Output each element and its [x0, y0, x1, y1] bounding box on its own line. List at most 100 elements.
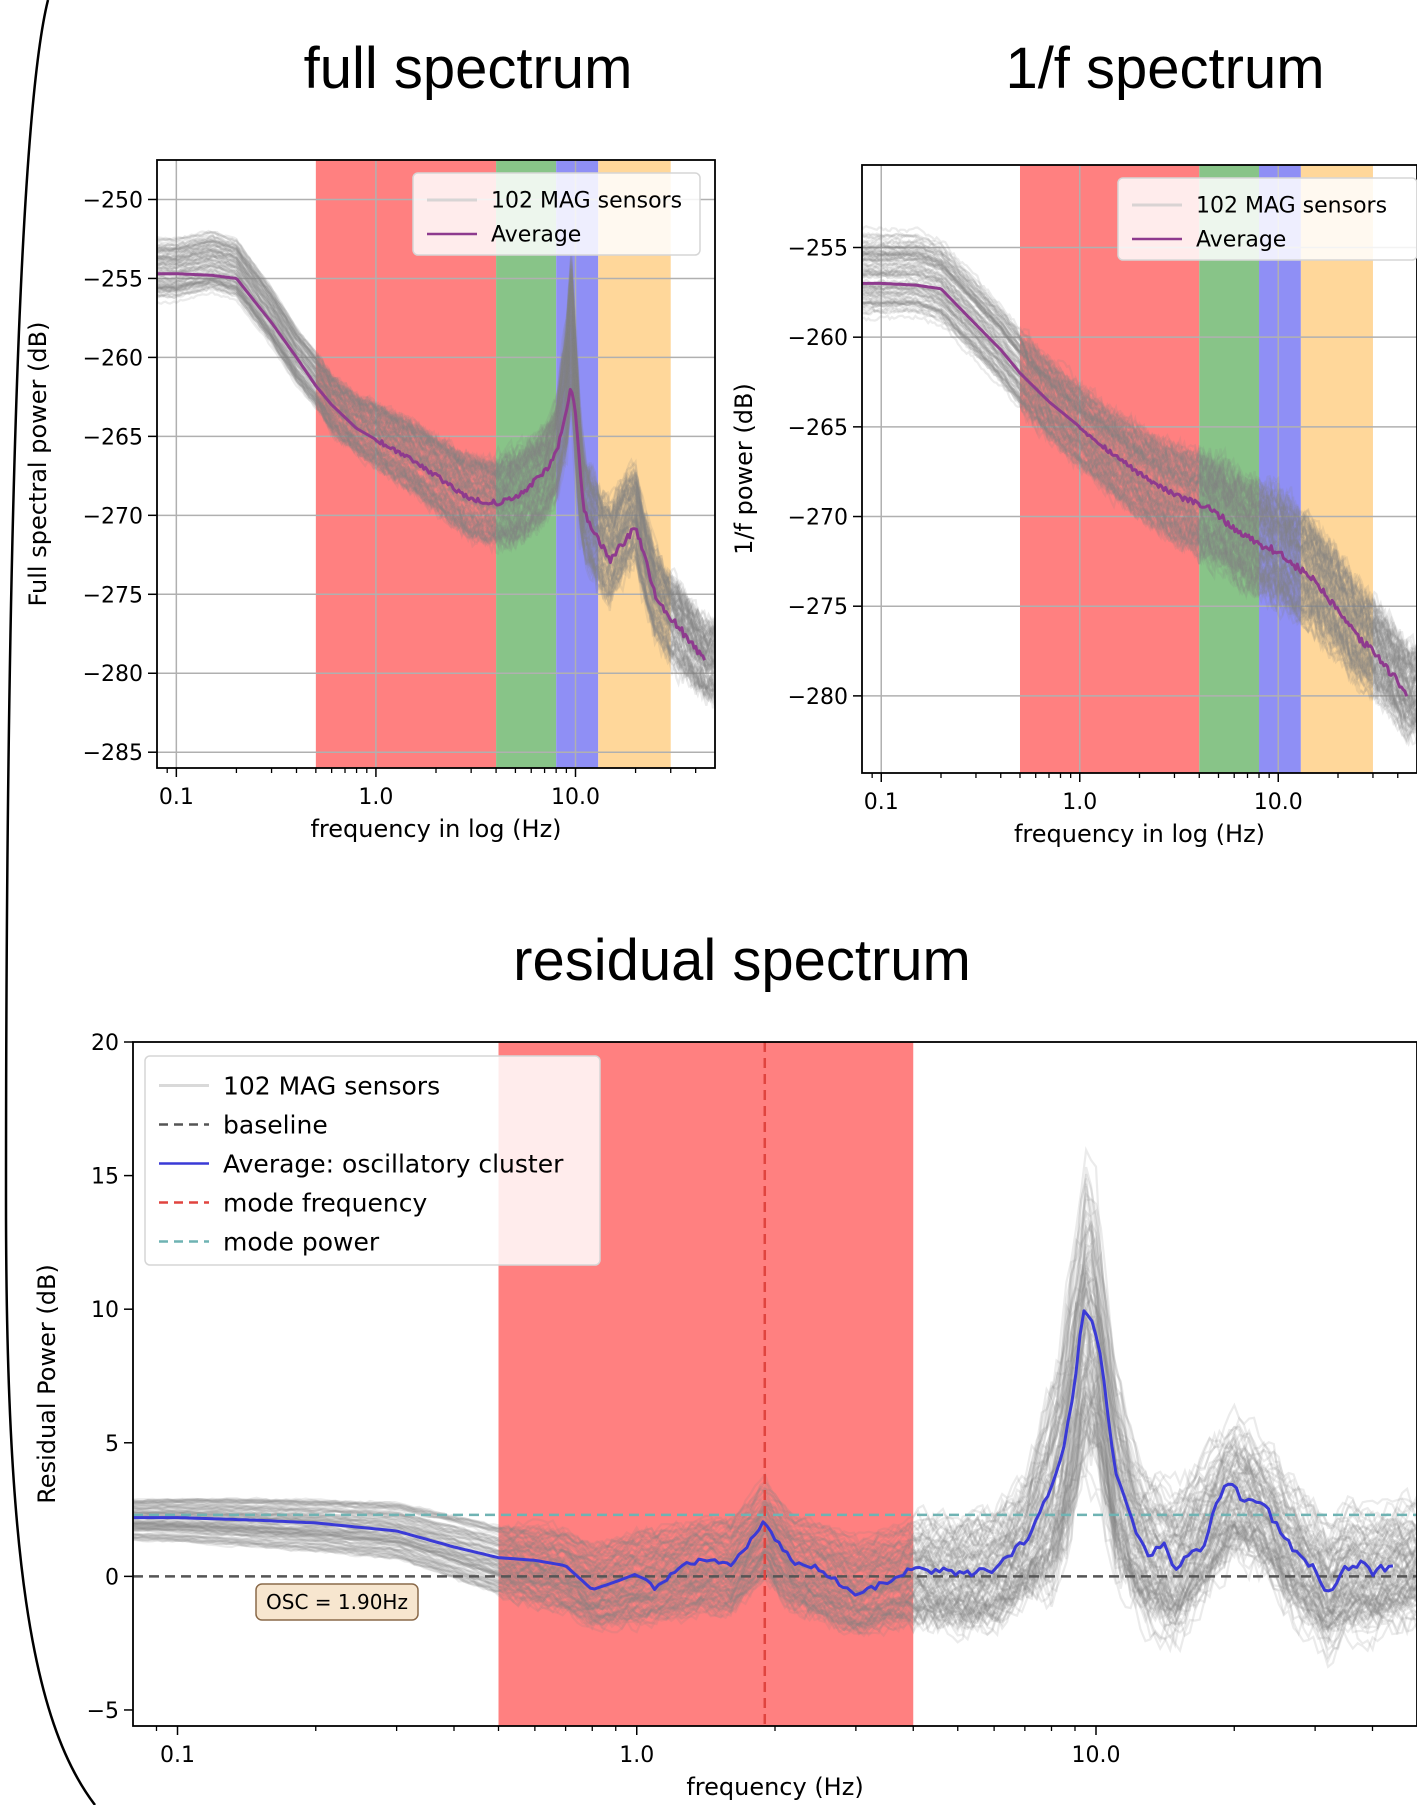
sensor-trace [133, 1362, 1417, 1616]
onef-sensor-traces [862, 224, 1417, 747]
sensor-trace [862, 283, 1417, 743]
sensor-trace [157, 253, 715, 654]
sensor-trace [862, 252, 1417, 685]
sensor-trace [157, 264, 715, 670]
sensor-trace [862, 249, 1417, 693]
sensor-trace [133, 1346, 1417, 1608]
sensor-trace [157, 285, 715, 691]
sensor-trace [157, 234, 715, 650]
full-x-tick-label: 1.0 [358, 785, 393, 810]
residual-y-tick-label: −5 [87, 1699, 119, 1724]
sensor-trace [862, 261, 1417, 674]
sensor-trace [862, 254, 1417, 674]
full-y-tick-label: −280 [83, 662, 143, 687]
sensor-trace [133, 1183, 1417, 1555]
sensor-trace [862, 299, 1417, 709]
sensor-trace [133, 1354, 1417, 1613]
sensor-trace [862, 271, 1417, 717]
full-y-tick-label: −285 [83, 741, 143, 766]
onef-y-axis-label: 1/f power (dB) [730, 383, 758, 555]
sensor-trace [862, 302, 1417, 730]
legend-label-sensor: 102 MAG sensors [223, 1071, 440, 1100]
sensor-trace [157, 248, 715, 649]
sensor-trace [862, 259, 1417, 717]
sensor-trace [157, 272, 715, 673]
sensor-trace [862, 258, 1417, 675]
sensor-trace [157, 287, 715, 704]
sensor-trace [157, 245, 715, 638]
sensor-trace [862, 267, 1417, 682]
sensor-trace [157, 241, 715, 640]
sensor-trace [133, 1317, 1417, 1602]
sensor-trace [133, 1173, 1417, 1550]
sensor-trace [133, 1380, 1417, 1625]
sensor-trace [133, 1334, 1417, 1606]
rounded-frame-edge [4, 0, 96, 1805]
sensor-trace [133, 1224, 1417, 1566]
residual-x-tick-label: 0.1 [160, 1743, 195, 1768]
sensor-trace [862, 231, 1417, 674]
sensor-trace [157, 229, 715, 648]
sensor-trace [133, 1322, 1417, 1618]
onef-spectrum-panel: 0.1 1.0 10.0 −255 −260 −265 −270 −275 −280 freque… [730, 164, 1417, 848]
sensor-trace [862, 267, 1417, 685]
onef-band-delta [1019, 165, 1200, 773]
sensor-trace [157, 261, 715, 671]
residual-legend-box [144, 1055, 601, 1266]
sensor-trace [157, 278, 715, 695]
sensor-trace [157, 242, 715, 634]
sensor-trace [862, 293, 1417, 718]
sensor-trace [133, 1344, 1417, 1610]
sensor-trace [862, 264, 1417, 677]
sensor-trace [862, 233, 1417, 675]
sensor-trace [157, 246, 715, 647]
residual-x-tick-label: 1.0 [619, 1743, 654, 1768]
sensor-trace [157, 291, 715, 694]
sensor-trace [133, 1445, 1417, 1654]
sensor-trace [133, 1220, 1417, 1572]
sensor-trace [157, 278, 715, 701]
sensor-trace [862, 264, 1417, 697]
sensor-trace [133, 1259, 1417, 1583]
sensor-trace [862, 249, 1417, 662]
osc-annotation-badge: OSC = 1.90Hz [255, 1583, 419, 1621]
onef-x-axis-label: frequency in log (Hz) [1014, 820, 1265, 848]
sensor-trace [133, 1343, 1417, 1603]
sensor-trace [133, 1417, 1417, 1644]
residual-y-tick-label: 20 [91, 1031, 119, 1056]
sensor-trace [133, 1233, 1417, 1559]
residual-legend: 102 MAG sensors baseline Average: oscillat… [144, 1055, 601, 1266]
sensor-trace [157, 276, 715, 698]
sensor-trace [133, 1429, 1417, 1664]
sensor-trace [157, 281, 715, 706]
onef-y-tick-label: −265 [788, 416, 848, 441]
onef-legend-box [1117, 177, 1417, 261]
full-y-tick-label: −250 [83, 188, 143, 213]
sensor-trace [862, 277, 1417, 693]
sensor-trace [157, 275, 715, 672]
sensor-trace [133, 1403, 1417, 1629]
legend-label-sensor: 102 MAG sensors [1196, 194, 1387, 219]
sensor-trace [862, 273, 1417, 727]
sensor-trace [157, 285, 715, 695]
onef-x-tick-label: 0.1 [864, 790, 899, 815]
sensor-trace [157, 260, 715, 663]
sensor-trace [133, 1399, 1417, 1629]
sensor-trace [133, 1269, 1417, 1603]
sensor-trace [133, 1185, 1417, 1570]
full-y-tick-label: −255 [83, 267, 143, 292]
sensor-trace [133, 1219, 1417, 1579]
full-x-axis-label: frequency in log (Hz) [310, 815, 561, 843]
sensor-trace [133, 1283, 1417, 1580]
sensor-trace [862, 255, 1417, 667]
sensor-trace [157, 249, 715, 659]
sensor-trace [157, 238, 715, 647]
residual-y-tick-label: 0 [105, 1565, 119, 1590]
sensor-trace [862, 314, 1417, 724]
sensor-trace [133, 1374, 1417, 1631]
sensor-trace [133, 1333, 1417, 1614]
sensor-trace [157, 264, 715, 668]
sensor-trace [157, 253, 715, 674]
sensor-trace [133, 1192, 1417, 1553]
